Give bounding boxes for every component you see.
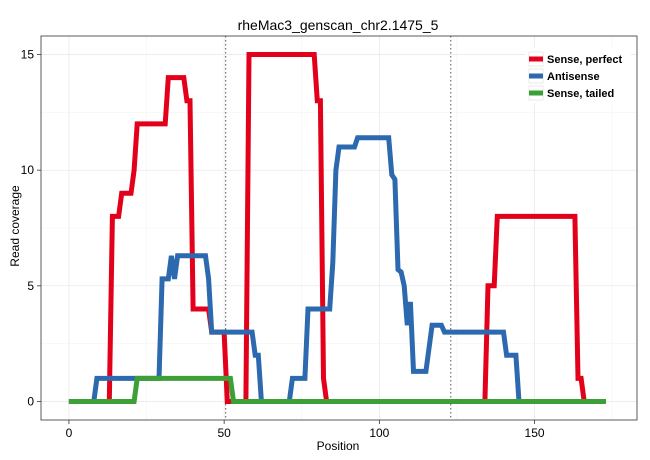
x-tick-label: 100 (369, 426, 389, 440)
y-axis-title: Read coverage (8, 185, 22, 267)
series-lines (68, 52, 606, 404)
legend: Sense, perfect Antisense Sense, tailed (525, 48, 631, 103)
series-line-antisense (68, 135, 606, 404)
series-line-sense-tailed (68, 375, 606, 404)
legend-label: Antisense (547, 71, 600, 83)
y-tick-label: 5 (27, 279, 34, 293)
y-axis-ticks: 0 5 10 15 (21, 48, 41, 408)
x-tick-label: 50 (217, 426, 231, 440)
x-tick-label: 150 (525, 426, 545, 440)
y-tick-label: 0 (27, 394, 34, 408)
y-tick-label: 10 (21, 163, 35, 177)
y-tick-label: 15 (21, 48, 35, 62)
series-line-sense-perfect (68, 52, 606, 404)
legend-label: Sense, perfect (547, 54, 623, 66)
chart-title: rheMac3_genscan_chr2.1475_5 (238, 17, 439, 33)
x-axis-ticks: 0 50 100 150 (66, 420, 545, 440)
legend-label: Sense, tailed (547, 88, 614, 100)
plot-panel-border (40, 35, 638, 421)
x-tick-label: 0 (66, 426, 73, 440)
x-axis-title: Position (317, 439, 360, 453)
